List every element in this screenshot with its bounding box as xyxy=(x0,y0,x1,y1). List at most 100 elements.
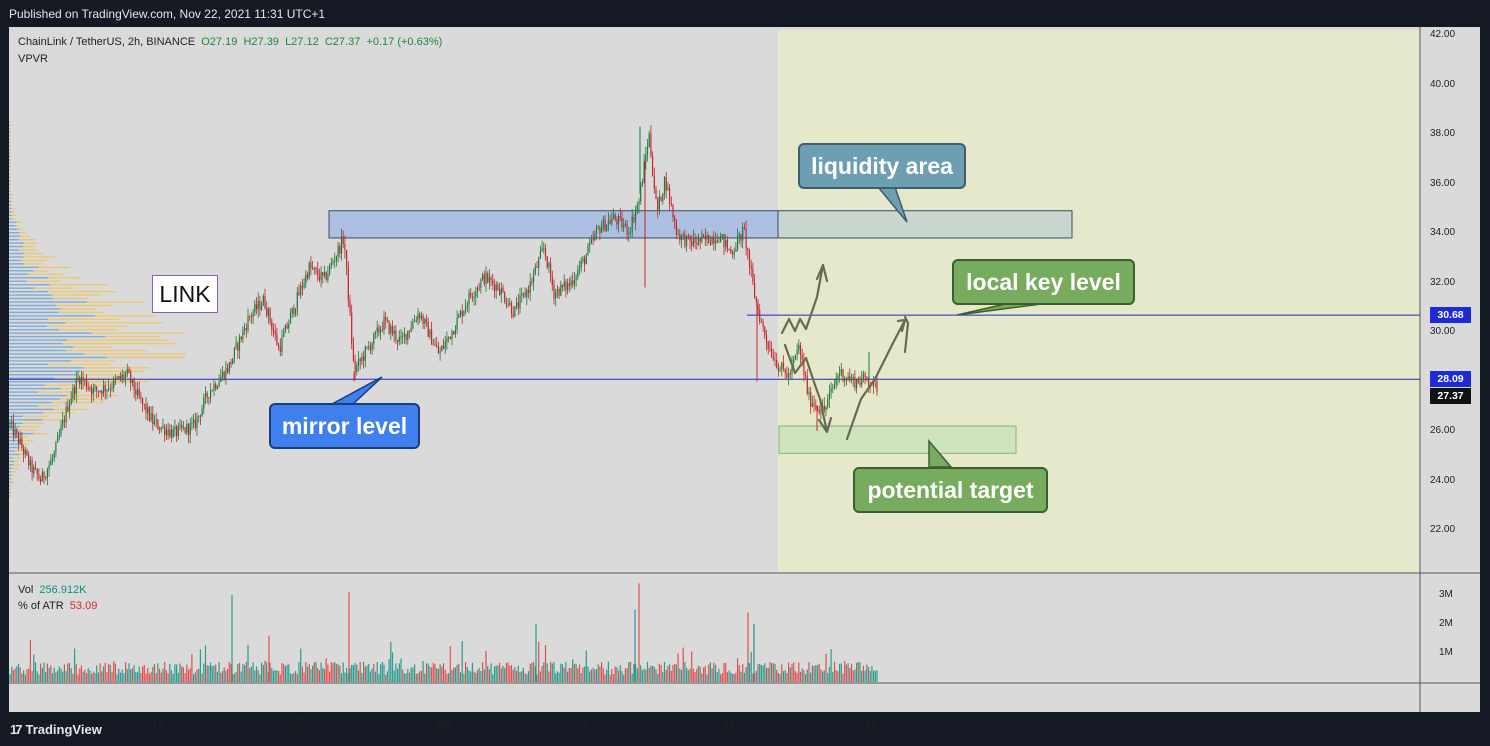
vpvr-bar-down xyxy=(10,145,11,147)
candle xyxy=(502,284,504,293)
candle xyxy=(162,418,164,429)
volume-bar xyxy=(512,669,514,682)
vpvr-bar-up xyxy=(9,308,61,310)
volume-bar xyxy=(861,670,863,682)
candle xyxy=(521,287,523,303)
volume-legend[interactable]: Vol 256.912K xyxy=(18,584,87,596)
candle xyxy=(97,390,99,398)
candle xyxy=(692,229,694,248)
candle xyxy=(446,331,448,350)
vpvr-bar-down xyxy=(66,339,169,341)
candle xyxy=(82,371,84,389)
candle xyxy=(862,370,864,383)
vpvr-bar-down xyxy=(17,228,24,230)
volume-bar xyxy=(17,663,20,682)
candle xyxy=(476,285,479,299)
volume-bar xyxy=(493,666,496,682)
candle xyxy=(551,270,553,291)
volume-bar xyxy=(782,671,785,682)
candle xyxy=(563,274,565,292)
candle xyxy=(34,461,37,470)
candle xyxy=(720,232,722,243)
vpvr-bar-up xyxy=(9,232,20,234)
indicator-legend[interactable]: VPVR xyxy=(18,53,48,65)
candle xyxy=(198,415,200,423)
volume-bar xyxy=(12,670,14,682)
vpvr-label[interactable]: VPVR xyxy=(18,53,48,65)
volume-bar xyxy=(560,663,562,682)
candle xyxy=(320,266,322,288)
volume-bar xyxy=(342,662,344,682)
candle xyxy=(718,236,720,243)
candle xyxy=(675,218,677,239)
vpvr-bar-down xyxy=(16,221,22,224)
vpvr-bar-down xyxy=(10,169,11,172)
volume-bar xyxy=(403,673,405,682)
volume-bar xyxy=(41,667,43,682)
volume-bar-spike xyxy=(348,592,350,682)
candle xyxy=(329,263,331,277)
candle xyxy=(570,275,572,290)
candle xyxy=(555,288,557,307)
vpvr-bar-up xyxy=(9,353,84,355)
candle xyxy=(643,153,645,184)
vpvr-bar-down xyxy=(38,405,59,407)
volume-bar xyxy=(28,668,30,682)
volume-bar xyxy=(24,674,26,682)
vpvr-bar-up xyxy=(9,408,54,411)
tradingview-logo[interactable]: 17 TradingView xyxy=(10,722,102,737)
candle xyxy=(383,310,385,335)
candle xyxy=(301,278,303,296)
candle xyxy=(444,335,446,355)
candle xyxy=(31,456,33,481)
volume-bar xyxy=(828,666,830,682)
atr-legend[interactable]: % of ATR 53.09 xyxy=(18,600,97,612)
candle xyxy=(618,213,620,233)
volume-bar xyxy=(437,668,439,682)
candle xyxy=(737,228,739,252)
candle xyxy=(510,300,513,319)
vpvr-bar-up xyxy=(9,315,96,317)
vpvr-bar-up xyxy=(9,283,51,286)
candle xyxy=(349,294,351,316)
vpvr-bar-down xyxy=(33,432,48,435)
volume-label: Vol xyxy=(18,584,34,596)
volume-bar xyxy=(420,670,422,682)
candle xyxy=(77,370,79,382)
volume-bar xyxy=(391,652,394,682)
candle xyxy=(619,208,621,222)
volume-bar xyxy=(257,670,259,682)
candle xyxy=(465,299,467,315)
volume-bar xyxy=(633,664,635,682)
volume-bar xyxy=(714,664,717,682)
vpvr-bar-up xyxy=(9,180,11,182)
candle xyxy=(177,422,179,441)
ohlc-open: O27.19 xyxy=(201,36,238,48)
volume-bar xyxy=(390,641,392,682)
vpvr-bar-down xyxy=(73,346,113,348)
volume-bar xyxy=(220,672,222,682)
volume-bar xyxy=(869,670,871,682)
vpvr-bar-up xyxy=(9,387,61,390)
candle xyxy=(80,370,82,390)
volume-bar xyxy=(825,653,827,682)
volume-bar xyxy=(857,661,859,682)
volume-bar xyxy=(242,663,244,682)
volume-bar xyxy=(96,665,98,682)
volume-bar xyxy=(254,670,256,682)
vpvr-bar-down xyxy=(80,370,144,373)
chart-canvas[interactable] xyxy=(9,27,1480,712)
candle xyxy=(165,424,167,441)
volume-bar xyxy=(867,667,870,682)
candle xyxy=(347,261,349,308)
vpvr-bar-up xyxy=(9,193,11,196)
vpvr-bar-up xyxy=(9,228,18,230)
volume-bar xyxy=(510,664,513,682)
candle xyxy=(470,287,472,299)
volume-bar xyxy=(274,669,276,682)
candle xyxy=(830,382,832,399)
volume-bar xyxy=(771,663,773,682)
candle xyxy=(53,450,55,463)
volume-bar xyxy=(346,667,348,682)
candle xyxy=(57,431,59,443)
